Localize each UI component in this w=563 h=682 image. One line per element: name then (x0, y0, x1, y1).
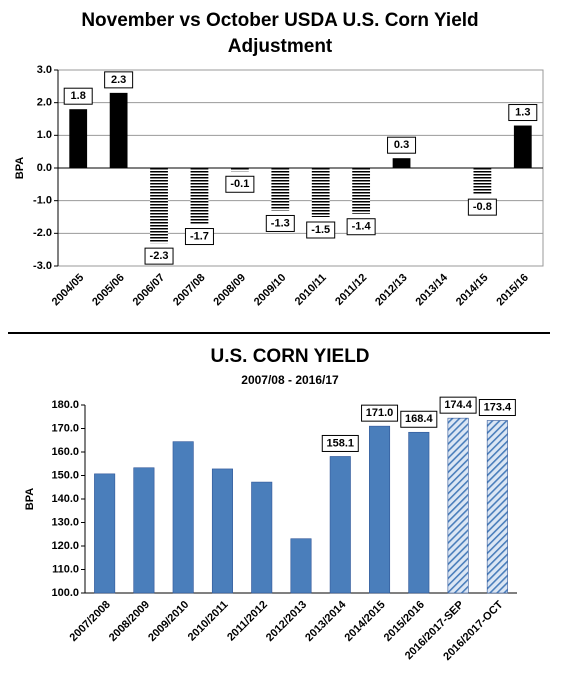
value-label: 173.4 (484, 401, 512, 413)
y-tick-label: -1.0 (33, 195, 52, 207)
y-tick-label: 180.0 (51, 399, 79, 411)
bar (150, 168, 168, 244)
bar (290, 538, 312, 594)
value-label-box (306, 221, 336, 239)
bar (311, 168, 330, 217)
value-label: 174.4 (444, 399, 472, 411)
chart-title: U.S. CORN YIELD (210, 346, 370, 367)
y-tick-label: 150.0 (51, 469, 79, 481)
bar (271, 168, 290, 211)
value-label-box (467, 198, 497, 216)
x-tick-label: 2006/07 (131, 272, 168, 309)
y-axis-label: BPA (14, 157, 26, 179)
bar (352, 168, 371, 214)
value-label-box (63, 87, 93, 105)
y-tick-label: 170.0 (51, 422, 79, 434)
value-label: 168.4 (405, 413, 433, 425)
value-label: -2.3 (150, 250, 169, 262)
y-tick-label: 130.0 (51, 516, 79, 528)
value-label: -1.3 (271, 217, 290, 229)
x-tick-label: 2009/2010 (146, 599, 191, 644)
y-tick-label: 3.0 (37, 64, 52, 76)
x-tick-label: 2014/2015 (342, 599, 387, 644)
bar (513, 125, 532, 168)
x-tick-label: 2015/16 (494, 272, 531, 309)
x-tick-label: 2011/2012 (225, 599, 270, 644)
value-label: 2.3 (111, 74, 126, 86)
chart-title: November vs October USDA U.S. Corn Yield… (81, 10, 479, 57)
x-tick-label: 2014/15 (454, 272, 491, 309)
y-tick-label: 140.0 (51, 493, 79, 505)
x-tick-label: 2007/08 (171, 272, 208, 309)
x-tick-label: 2013/2014 (303, 598, 349, 644)
x-tick-label: 2009/10 (252, 272, 289, 309)
value-label-box (265, 214, 295, 232)
value-label: -1.4 (352, 221, 372, 233)
x-tick-label: 2008/2009 (107, 599, 152, 644)
x-tick-label: 2011/12 (333, 272, 369, 308)
value-label-box (346, 218, 376, 236)
y-tick-label: 2.0 (37, 97, 52, 109)
bar (230, 168, 249, 172)
bar (109, 92, 128, 168)
bar (190, 168, 209, 224)
y-tick-label: -3.0 (33, 260, 52, 272)
bar (172, 441, 194, 594)
x-tick-label: 2012/13 (373, 272, 410, 309)
value-label: 0.3 (394, 139, 409, 151)
y-tick-label: 1.0 (37, 129, 52, 141)
value-label-box (361, 404, 399, 422)
bar (408, 431, 430, 594)
value-label: -0.8 (473, 201, 492, 213)
x-tick-label: 2007/2008 (68, 599, 113, 644)
value-label-box (321, 434, 359, 452)
bar (69, 109, 88, 168)
bar (251, 481, 273, 594)
value-label: 171.0 (366, 407, 394, 419)
value-label: 1.3 (515, 106, 530, 118)
y-tick-label: 0.0 (37, 162, 52, 174)
value-label: -0.1 (230, 178, 249, 190)
y-tick-label: 100.0 (51, 587, 79, 599)
x-tick-label: 2008/09 (211, 272, 248, 309)
value-label-box (184, 228, 214, 246)
value-label-box (400, 410, 438, 428)
bar (94, 473, 116, 594)
y-tick-label: 110.0 (52, 563, 79, 575)
bar (369, 425, 391, 594)
value-label: 158.1 (327, 437, 355, 449)
bar (392, 158, 411, 168)
y-tick-label: 120.0 (51, 540, 79, 552)
value-label-box (508, 104, 538, 122)
value-label-box (478, 399, 516, 417)
x-tick-label: 2012/2013 (264, 599, 309, 644)
chart-subtitle: 2007/08 - 2016/17 (241, 373, 339, 387)
value-label-box (104, 71, 134, 89)
y-tick-label: 160.0 (51, 446, 79, 458)
x-tick-label: 2005/06 (90, 272, 127, 309)
value-label: 1.8 (71, 90, 86, 102)
bar (447, 417, 469, 594)
x-tick-label: 2010/2011 (186, 599, 231, 644)
value-label-box (387, 136, 417, 154)
bar (473, 168, 492, 195)
value-label-box (439, 396, 477, 414)
x-tick-label: 2010/11 (293, 272, 329, 308)
value-label-box (225, 175, 255, 193)
value-label-box (144, 247, 174, 265)
y-tick-label: -2.0 (33, 227, 52, 239)
value-label: -1.5 (311, 224, 330, 236)
bar (486, 420, 508, 594)
x-tick-label: 2013/14 (414, 271, 451, 308)
y-axis-label: BPA (24, 488, 36, 510)
bar (211, 468, 233, 594)
bar (329, 456, 351, 594)
bar (133, 467, 155, 594)
x-tick-label: 2004/05 (50, 272, 87, 309)
value-label: -1.7 (190, 230, 209, 242)
